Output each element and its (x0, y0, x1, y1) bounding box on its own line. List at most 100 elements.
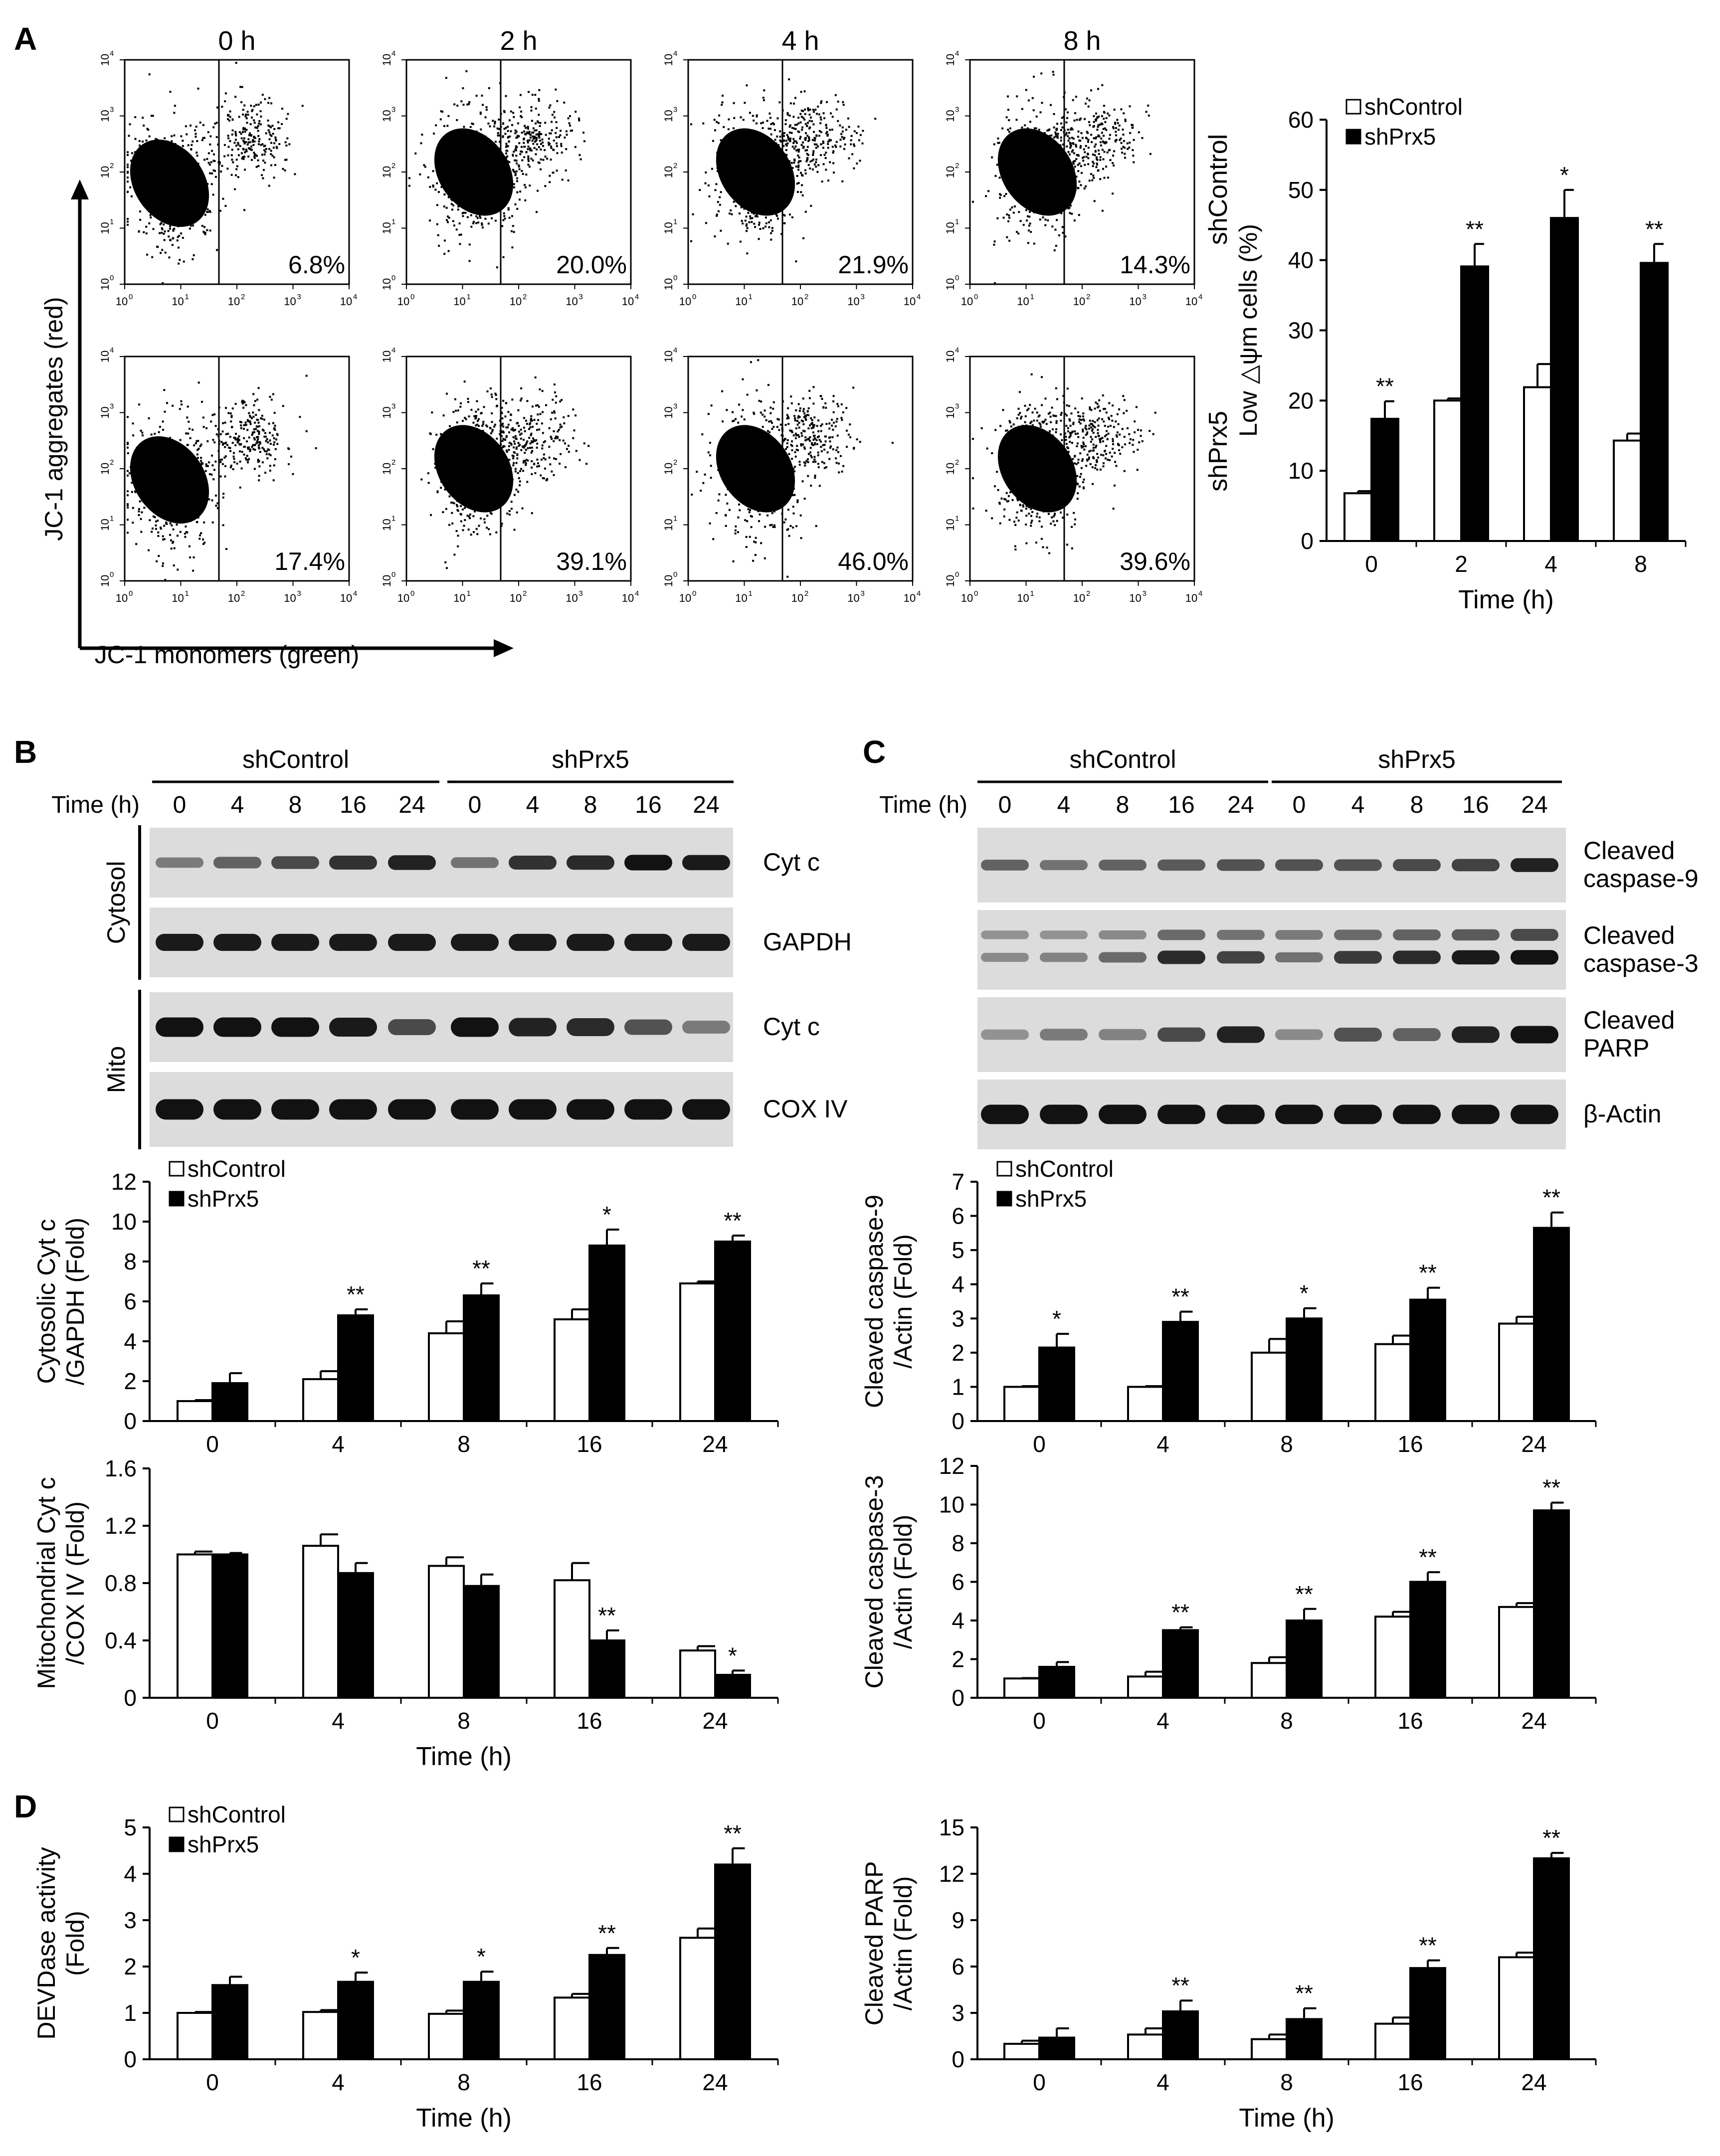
bar-shprx5 (1370, 417, 1399, 542)
bar-shprx5 (1550, 217, 1579, 542)
y-tick-label: 1.2 (105, 1513, 137, 1539)
blot-band (1157, 859, 1205, 871)
x-tick-exponent: 3 (579, 589, 583, 598)
x-tick-exponent: 4 (1198, 589, 1202, 598)
chart-B-mito: 0 0.4 0.8 1.2 1.6 Mitochondrial Cyt c/COX IV … (32, 1455, 779, 1771)
lane-label: 16 (1462, 792, 1489, 818)
legend-swatch-shcontrol (169, 1806, 185, 1822)
y-tick-label: 6 (124, 1288, 137, 1314)
x-tick-exponent: 2 (241, 293, 245, 301)
y-tick-label: 10 (381, 54, 393, 66)
blot-band (1040, 860, 1088, 871)
bar-shcontrol (302, 2011, 339, 2060)
y-tick-label: 2 (124, 1368, 137, 1394)
y-tick-label: 10 (662, 406, 675, 418)
y-tick-label: 2 (952, 1340, 964, 1366)
y-tick-label: 10 (111, 1209, 137, 1235)
y-tick-label: 5 (952, 1237, 964, 1263)
bar-shprx5 (1409, 1581, 1446, 1699)
y-tick-label: 10 (99, 575, 111, 587)
blot-band (1275, 1104, 1323, 1124)
bar-shprx5 (1460, 265, 1489, 542)
y-tick-exponent: 3 (955, 106, 959, 114)
y-tick-exponent: 4 (110, 49, 114, 58)
y-tick-label: 6 (952, 1569, 964, 1595)
significance-mark: ** (1542, 1825, 1560, 1851)
y-tick-label: 10 (939, 1492, 964, 1518)
blot-band (388, 855, 436, 870)
bar-shcontrol (428, 1565, 465, 1699)
percent-label: 39.6% (1120, 547, 1190, 575)
band-label: caspase-3 (1583, 949, 1699, 977)
y-tick-label: 3 (952, 1305, 964, 1331)
blot-band (1511, 950, 1558, 965)
blot-group-label: shControl (242, 745, 349, 773)
blot-band (682, 1099, 730, 1120)
panel-letter-b: B (14, 734, 37, 770)
y-tick-exponent: 4 (955, 346, 959, 355)
y-tick-label: 1.6 (105, 1455, 137, 1481)
legend-swatch-shcontrol (996, 1161, 1012, 1177)
y-axis-label: Mitochondrial Cyt c (32, 1477, 60, 1689)
lane-label: 0 (468, 792, 482, 818)
blot-band (682, 855, 730, 871)
bar-shcontrol (1374, 2022, 1411, 2060)
blot-band (682, 933, 730, 951)
x-tick-exponent: 4 (353, 589, 357, 598)
y-tick-label: 6 (952, 1954, 964, 1979)
x-tick-label: 10 (172, 592, 184, 604)
x-tick-label: 8 (1280, 1431, 1293, 1457)
y-tick-exponent: 1 (955, 515, 959, 523)
blot-band (1157, 950, 1205, 964)
blot-band (981, 953, 1029, 962)
significance-mark: ** (1295, 1581, 1313, 1607)
blot-band (981, 1029, 1029, 1040)
blot-band (1217, 951, 1265, 964)
bar-shcontrol (679, 1649, 716, 1699)
bar-shprx5 (1533, 1857, 1570, 2060)
blot-band (271, 1017, 319, 1037)
bar-shcontrol (1523, 386, 1552, 542)
bar-shcontrol (1003, 2043, 1040, 2060)
significance-mark: * (351, 1945, 360, 1971)
y-tick-label: 10 (381, 222, 393, 234)
y-tick-exponent: 0 (391, 570, 395, 579)
x-axis-label: Time (h) (416, 2104, 512, 2133)
x-tick-label: 10 (228, 295, 240, 308)
x-tick-label: 10 (228, 592, 240, 604)
percent-label: 39.1% (556, 547, 627, 575)
bar-shcontrol (1127, 1386, 1164, 1422)
flow-density-core (716, 425, 795, 513)
x-tick-exponent: 0 (410, 293, 414, 301)
bar-shprx5 (211, 1553, 248, 1699)
x-tick-label: 24 (702, 2069, 728, 2095)
y-axis-label: Cleaved PARP (860, 1861, 888, 2026)
legend-label-shcontrol: shControl (188, 1156, 286, 1182)
y-axis-label: DEVDase activity (32, 1847, 60, 2039)
bar-shprx5 (588, 1639, 625, 1699)
blot-band (388, 1019, 436, 1035)
x-tick-label: 0 (206, 1431, 219, 1457)
bar-shprx5 (1533, 1227, 1570, 1423)
bar-shprx5 (337, 1980, 374, 2060)
y-tick-exponent: 0 (110, 570, 114, 579)
blot-band (624, 1099, 672, 1120)
y-tick-exponent: 4 (391, 49, 395, 58)
y-tick-exponent: 2 (673, 162, 677, 170)
blot-band (329, 856, 377, 870)
x-tick-label: 24 (1521, 1708, 1546, 1734)
significance-mark: ** (598, 1920, 616, 1946)
blot-band (1217, 859, 1265, 871)
y-tick-label: 10 (381, 110, 393, 122)
bar-shcontrol (679, 1937, 716, 2061)
y-tick-label: 10 (99, 278, 111, 290)
lane-label: 24 (1521, 792, 1547, 818)
x-tick-label: 4 (1544, 551, 1557, 577)
legend-swatch-shprx5 (996, 1191, 1012, 1207)
x-tick-exponent: 0 (129, 589, 133, 598)
x-tick-label: 10 (453, 295, 465, 308)
legend-label-shcontrol: shControl (1364, 94, 1463, 120)
